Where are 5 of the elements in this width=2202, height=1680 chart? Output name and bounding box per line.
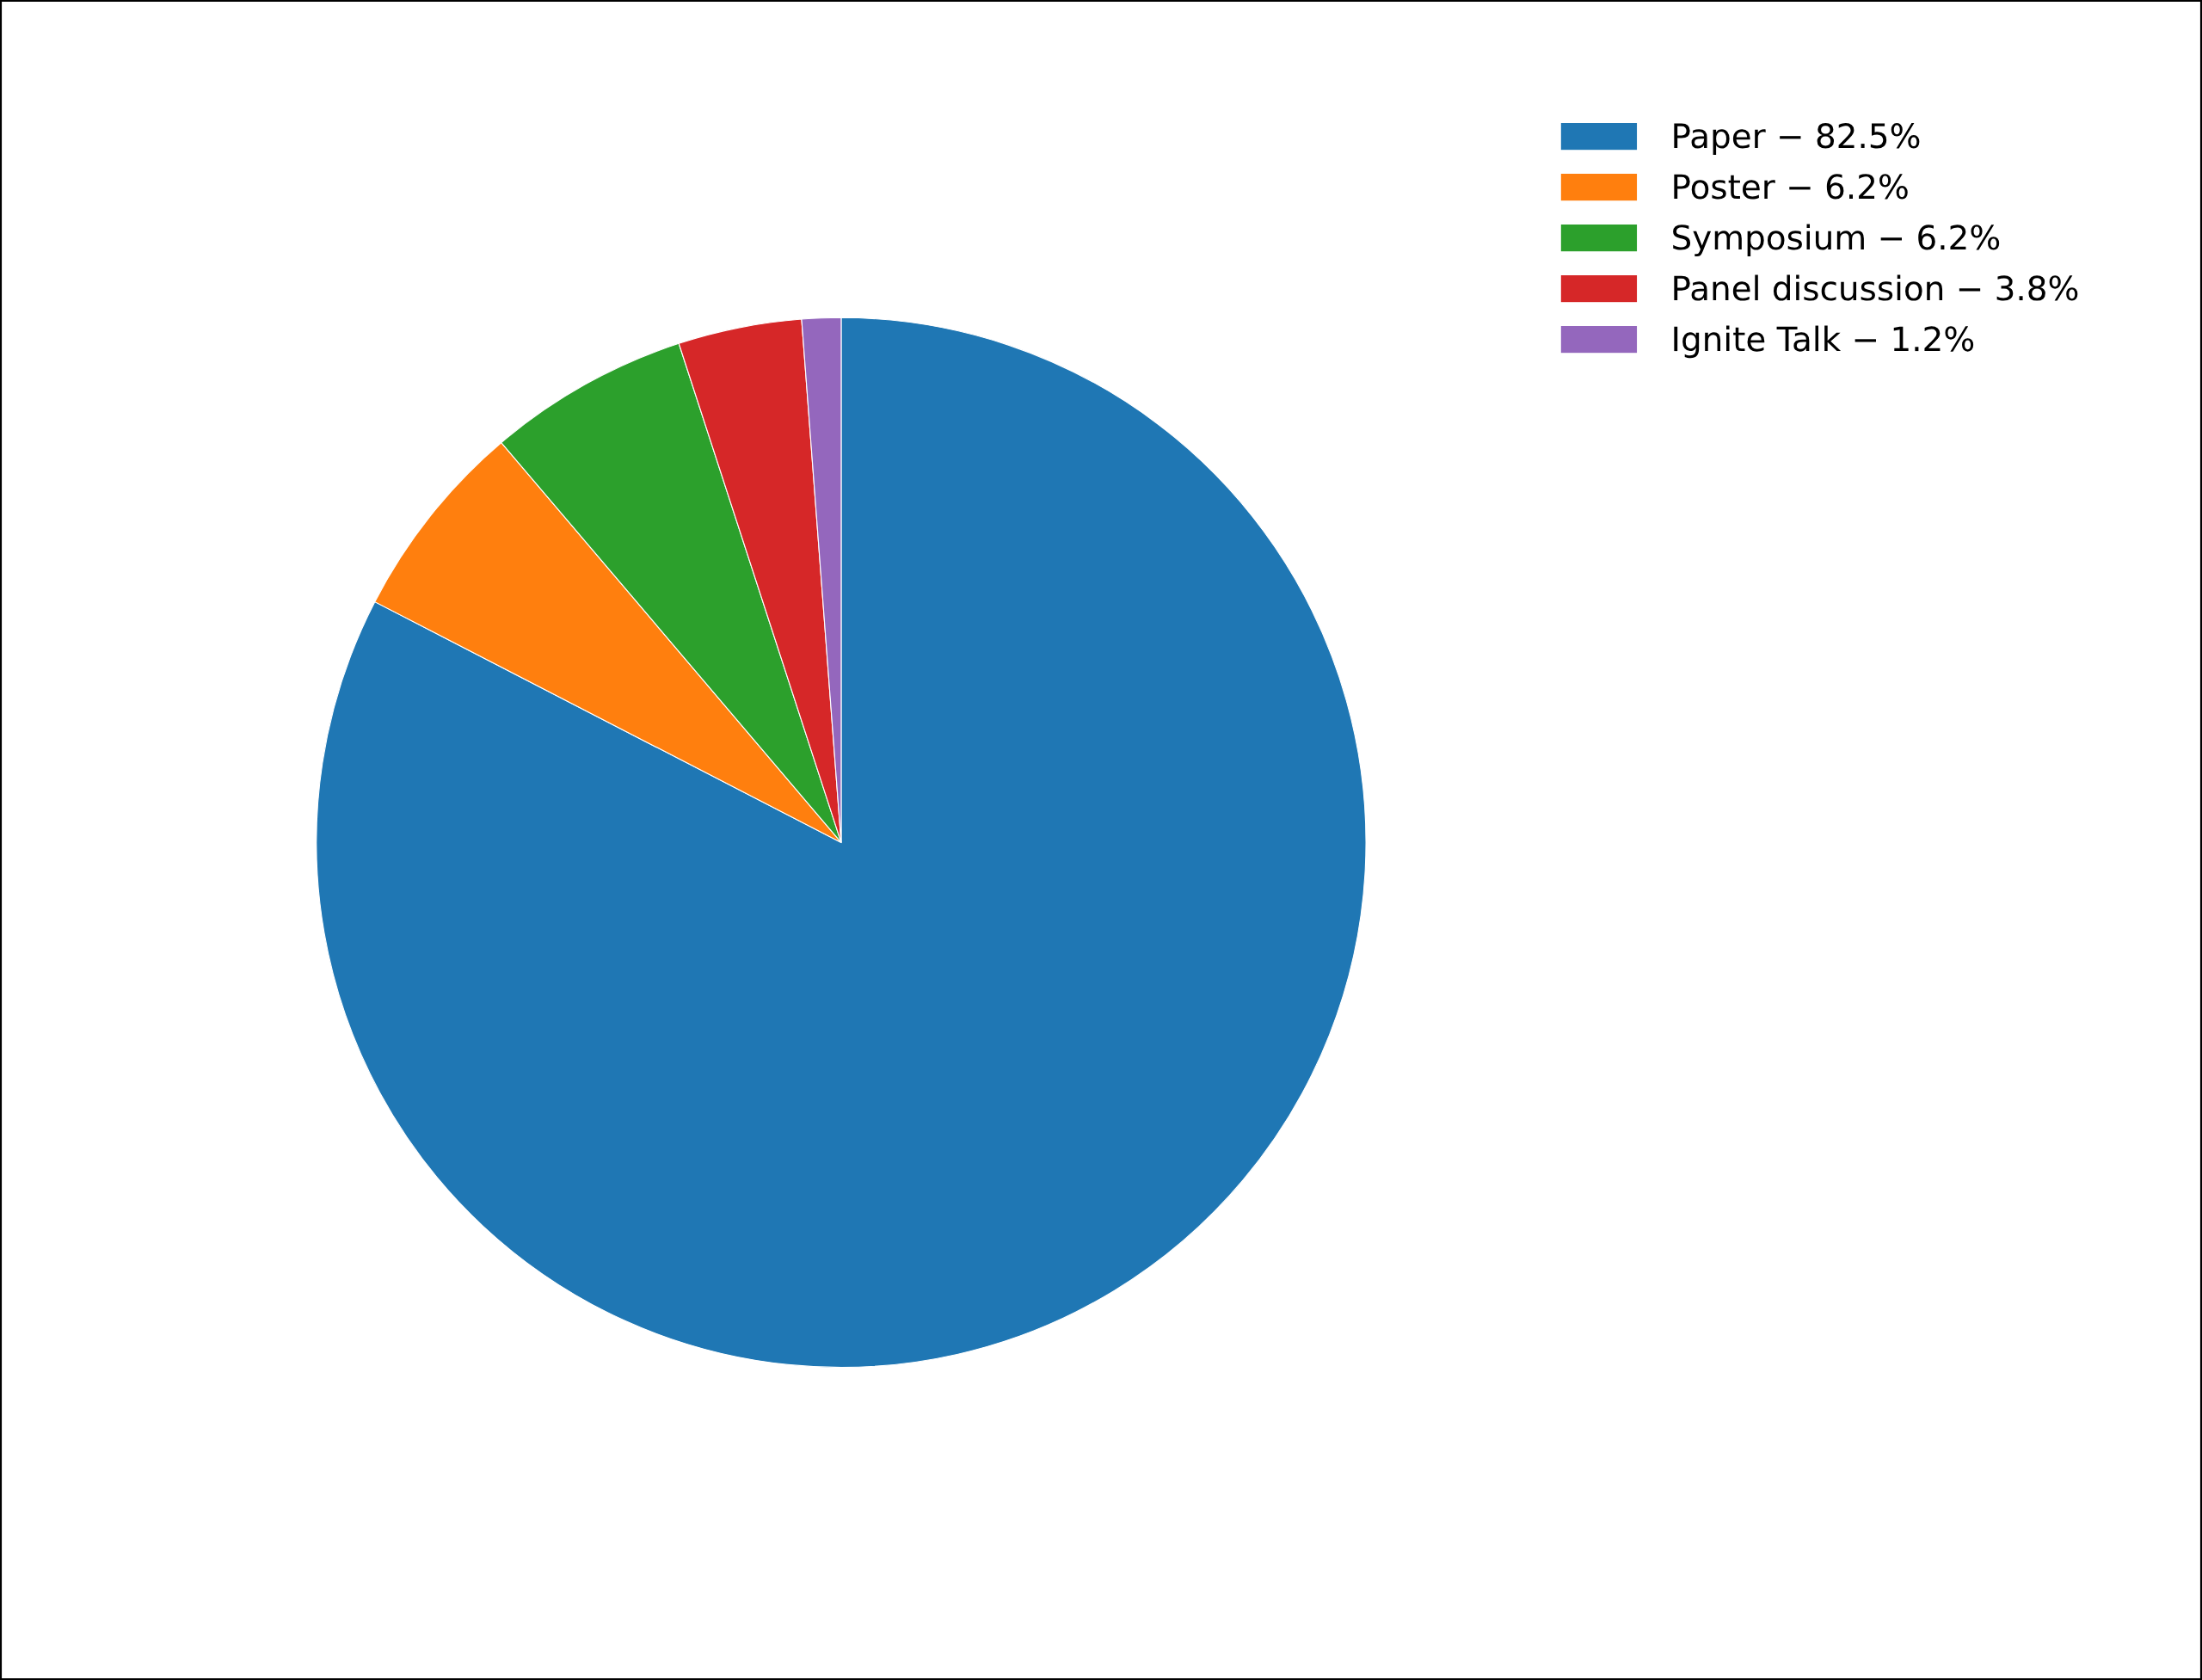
- legend-label: Ignite Talk − 1.2%: [1674, 325, 1974, 359]
- legend-label: Poster − 6.2%: [1674, 174, 1908, 200]
- legend-label: Panel discussion − 3.8%: [1674, 274, 2078, 301]
- legend-label: Paper − 82.5%: [1674, 123, 1920, 156]
- legend-label: Symposium − 6.2%: [1673, 224, 2000, 257]
